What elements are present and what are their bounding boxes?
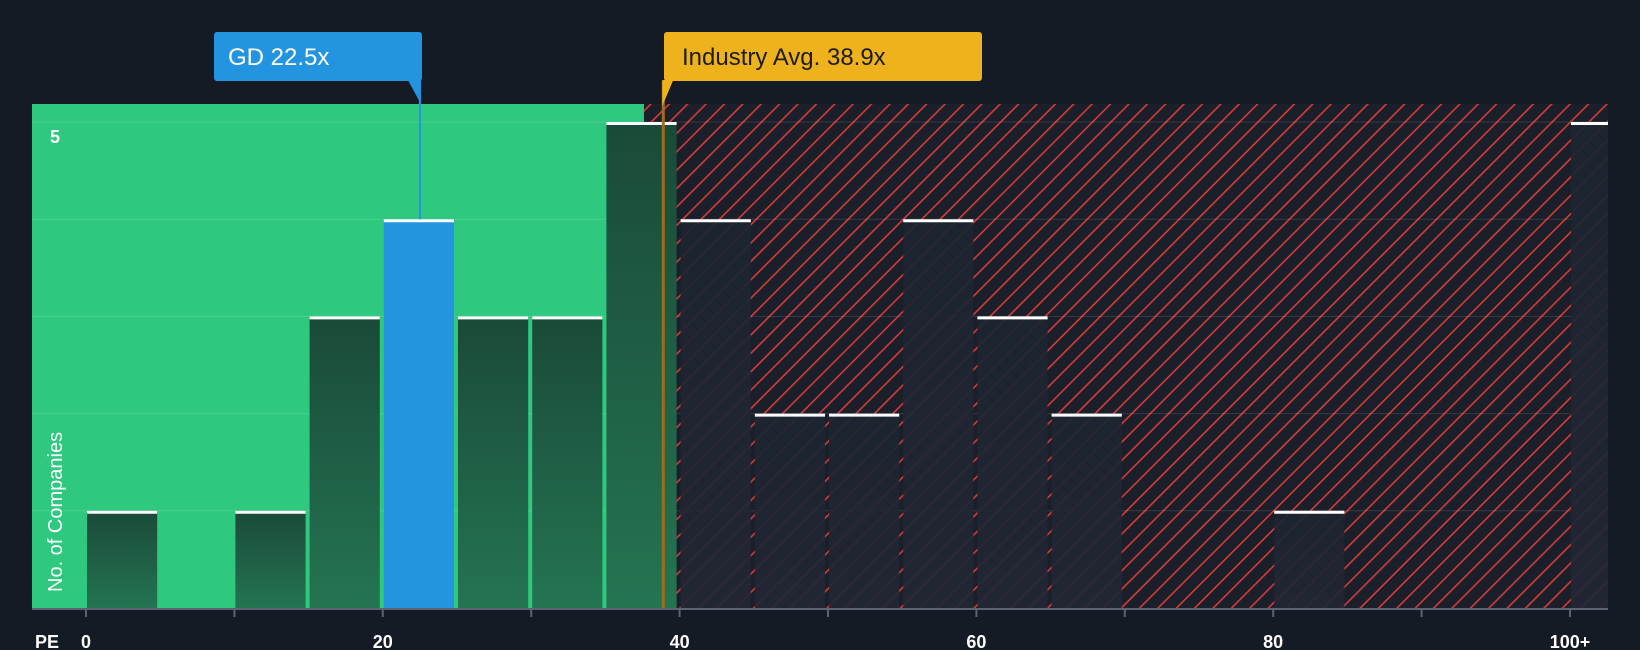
- y-tick-label: 5: [50, 127, 60, 147]
- y-axis-label: No. of Companies: [45, 432, 67, 592]
- x-tick-label: 20: [373, 632, 393, 650]
- x-axis-label: PE: [35, 632, 59, 650]
- company-pe-label: GD 22.5x: [228, 44, 329, 71]
- industry-callout-box: [664, 32, 982, 81]
- x-axis-ticks: 0 20 40 60 80 100+: [81, 609, 1590, 650]
- x-tick-label: 100+: [1550, 632, 1591, 650]
- histogram-bar: [977, 316, 1048, 608]
- histogram-bar: [829, 413, 900, 608]
- histogram-bar: [680, 219, 751, 608]
- histogram-bar: [235, 510, 306, 608]
- histogram-bars: [87, 122, 1608, 608]
- industry-avg-callout: Industry Avg. 38.9x: [662, 32, 982, 106]
- company-callout-notch: [407, 80, 421, 104]
- histogram-bar: [532, 316, 603, 608]
- x-tick-label: 80: [1263, 632, 1283, 650]
- histogram-bar: [754, 413, 825, 608]
- histogram-bar: [606, 122, 677, 608]
- highlight-bar: [383, 219, 454, 608]
- x-tick-label: 0: [81, 632, 91, 650]
- industry-callout-notch: [662, 80, 674, 106]
- histogram-bar: [1274, 510, 1345, 608]
- company-callout-box: [214, 32, 422, 81]
- x-tick-label: 40: [670, 632, 690, 650]
- histogram-bar: [903, 219, 974, 608]
- industry-avg-label: Industry Avg. 38.9x: [682, 44, 886, 71]
- company-pe-callout: GD 22.5x: [214, 32, 422, 220]
- x-tick-label: 60: [966, 632, 986, 650]
- histogram-bar: [309, 316, 380, 608]
- histogram-bar: [458, 316, 529, 608]
- histogram-bar: [1571, 122, 1608, 608]
- histogram-bar: [1051, 413, 1122, 608]
- histogram-bar: [87, 510, 158, 608]
